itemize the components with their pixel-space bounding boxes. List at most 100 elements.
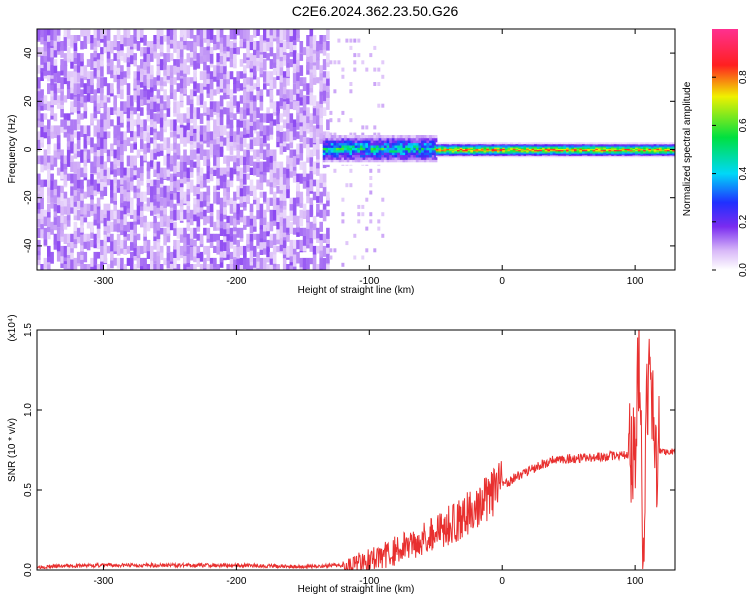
heatmap-cell (309, 155, 314, 167)
heatmap-cell (213, 155, 217, 166)
heatmap-cell (571, 143, 575, 146)
heatmap-cell (528, 147, 532, 149)
heatmap-cell (344, 151, 347, 156)
heatmap-cell (159, 125, 164, 137)
heatmap-cell (196, 173, 201, 185)
heatmap-cell (86, 221, 91, 229)
heatmap-cell (486, 145, 490, 148)
heatmap-cell (523, 147, 527, 149)
heatmap-cell (169, 65, 174, 73)
heatmap-cell (632, 149, 636, 152)
heatmap-cell (256, 83, 260, 91)
heatmap-cell (407, 139, 411, 144)
heatmap-cell (206, 29, 211, 40)
heatmap-cell (93, 149, 98, 157)
heatmap-cell (434, 156, 438, 160)
heatmap-cell (640, 149, 644, 152)
heatmap-cell (563, 150, 567, 153)
heatmap-cell (83, 35, 88, 42)
heatmap-cell (635, 147, 639, 149)
heatmap-cell (386, 161, 390, 165)
heatmap-cell (113, 131, 117, 138)
heatmap-cell (153, 239, 157, 250)
heatmap-cell (209, 107, 214, 118)
heatmap-cell (619, 150, 623, 153)
heatmap-cell (635, 151, 639, 154)
heatmap-cell (600, 148, 604, 151)
heatmap-cell (397, 144, 401, 148)
heatmap-cell (269, 167, 274, 175)
heatmap-cell (243, 257, 247, 270)
heatmap-cell (459, 155, 463, 158)
heatmap-cell (126, 257, 131, 266)
heatmap-cell (80, 89, 84, 97)
heatmap-cell (552, 155, 556, 158)
heatmap-cell (80, 197, 84, 208)
heatmap-cell (486, 148, 490, 151)
heatmap-cell (512, 142, 516, 145)
heatmap-cell (213, 125, 217, 134)
heatmap-cell (113, 173, 117, 184)
heatmap-cell (216, 83, 220, 95)
heatmap-cell (47, 185, 51, 196)
heatmap-cell (209, 239, 214, 248)
heatmap-cell (223, 167, 227, 175)
heatmap-cell (589, 147, 593, 149)
heatmap-cell (100, 251, 104, 262)
heatmap-cell (120, 83, 124, 90)
heatmap-cell (499, 154, 503, 157)
heatmap-cell (373, 149, 377, 153)
heatmap-cell (365, 142, 369, 146)
heatmap-cell (333, 89, 337, 94)
heatmap-cell (206, 149, 211, 160)
heatmap-cell (282, 245, 287, 255)
heatmap-cell (346, 135, 350, 139)
heatmap-cell (189, 233, 194, 246)
heatmap-cell (56, 29, 61, 36)
heatmap-cell (370, 161, 374, 165)
heatmap-cell (402, 144, 406, 148)
heatmap-cell (345, 241, 349, 246)
heatmap-cell (203, 47, 207, 56)
heatmap-cell (582, 153, 585, 155)
heatmap-cell (377, 67, 381, 72)
heatmap-cell (126, 107, 131, 119)
heatmap-cell (113, 257, 117, 266)
heatmap-cell (635, 153, 639, 155)
heatmap-cell (106, 119, 111, 129)
heatmap-cell (653, 154, 657, 157)
heatmap-cell (672, 144, 675, 147)
heatmap-cell (643, 155, 647, 158)
heatmap-cell (600, 155, 604, 158)
heatmap-cell (616, 144, 620, 147)
heatmap-cell (140, 89, 144, 100)
heatmap-cell (370, 154, 374, 158)
heatmap-cell (518, 151, 522, 154)
heatmap-cell (269, 209, 274, 222)
heatmap-cell (70, 191, 74, 201)
heatmap-cell (341, 137, 345, 141)
heatmap-cell (173, 119, 177, 131)
heatmap-cell (486, 149, 490, 152)
heatmap-cell (362, 154, 366, 158)
heatmap-cell (239, 245, 244, 256)
heatmap-cell (47, 125, 51, 137)
heatmap-cell (534, 147, 538, 149)
heatmap-cell (488, 144, 492, 147)
heatmap-cell (407, 154, 411, 158)
heatmap-cell (179, 125, 184, 133)
heatmap-cell (150, 53, 154, 62)
heatmap-cell (269, 155, 274, 163)
heatmap-cell (176, 83, 181, 92)
heatmap-cell (353, 60, 357, 65)
heatmap-cell (656, 143, 660, 146)
heatmap-cell (475, 143, 479, 146)
heatmap-cell (140, 65, 144, 75)
heatmap-cell (253, 83, 257, 90)
heatmap-cell (186, 53, 191, 63)
heatmap-cell (123, 101, 127, 113)
heatmap-cell (316, 41, 320, 52)
heatmap-cell (336, 147, 340, 151)
heatmap-cell (329, 60, 333, 65)
heatmap-cell (123, 227, 127, 237)
